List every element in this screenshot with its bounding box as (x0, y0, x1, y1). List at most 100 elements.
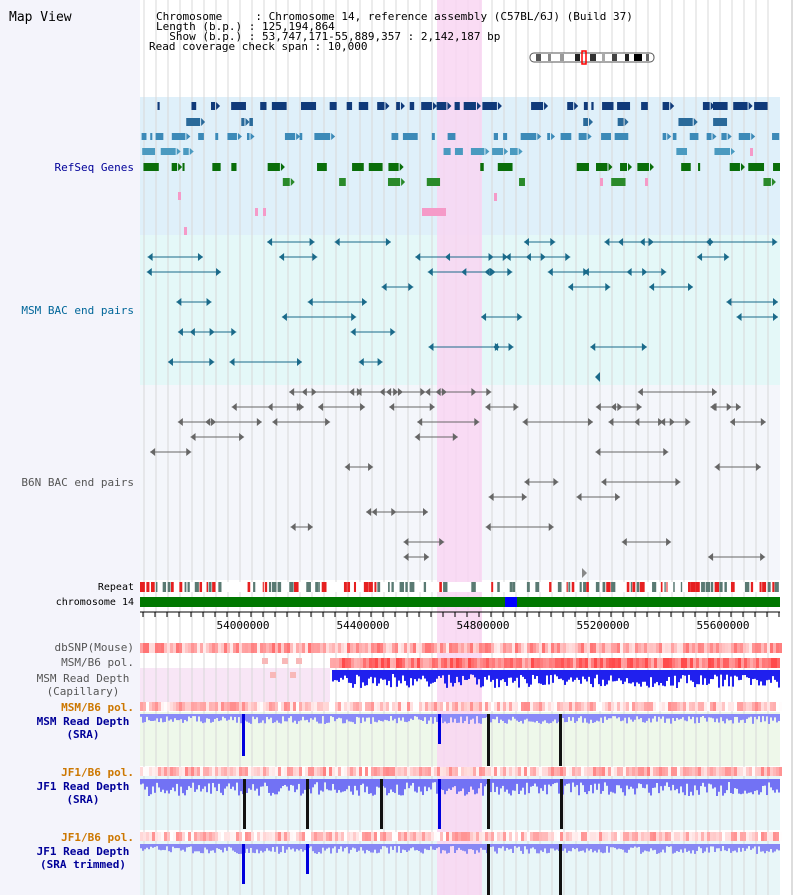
depth-bar (740, 670, 742, 680)
heat-cell (317, 832, 320, 841)
heat-cell (467, 767, 470, 776)
track-label-msm-pol-1[interactable]: MSM/B6 pol. (61, 656, 134, 669)
depth-bar (432, 714, 434, 724)
heat-cell (623, 832, 626, 841)
depth-bar (446, 844, 448, 854)
depth-bar (218, 779, 220, 784)
heat-cell (761, 832, 764, 841)
depth-bar (450, 670, 452, 683)
track-label-msm-pol-2[interactable]: MSM/B6 pol. (61, 701, 134, 714)
depth-bar (652, 844, 654, 851)
repeat-block (184, 582, 187, 592)
depth-bar (162, 779, 164, 790)
heat-cell (419, 643, 422, 653)
repeat-block (714, 582, 720, 592)
depth-bar (342, 670, 344, 680)
depth-bar (470, 670, 472, 675)
heat-cell (507, 658, 510, 668)
heat-cell (479, 832, 482, 841)
depth-bar (582, 714, 584, 723)
repeat-block (194, 582, 199, 592)
depth-bar (578, 844, 580, 852)
track-label-jf1-depth-trimmed[interactable]: JF1 Read Depth (SRA trimmed) (30, 845, 136, 871)
depth-bar (438, 844, 440, 848)
heat-cell (731, 832, 734, 841)
depth-bar (564, 779, 566, 786)
heat-cell (629, 702, 632, 711)
depth-bar (770, 670, 772, 683)
heat-cell (224, 767, 227, 776)
heat-cell (332, 702, 335, 711)
track-label-dbsnp[interactable]: dbSNP(Mouse) (54, 641, 134, 654)
heat-cell (197, 767, 200, 776)
heat-cell (233, 702, 236, 711)
track-label-b6n-bac[interactable]: B6N BAC end pairs (21, 476, 134, 489)
heat-cell (578, 643, 581, 653)
depth-bar (156, 779, 158, 783)
heat-cell (281, 702, 284, 711)
bac-end-right (617, 403, 623, 411)
depth-bar (180, 844, 182, 851)
depth-bar (776, 779, 778, 790)
heat-cell (209, 643, 212, 653)
heat-cell (534, 658, 537, 668)
depth-bar (484, 844, 486, 850)
depth-bar (558, 779, 560, 794)
heat-cell (674, 702, 677, 711)
heat-cell (362, 767, 365, 776)
track-label-jf1-pol-2[interactable]: JF1/B6 pol. (61, 831, 134, 844)
heat-cell (626, 702, 629, 711)
depth-bar (700, 714, 702, 718)
track-label-refseq[interactable]: RefSeq Genes (54, 161, 134, 174)
depth-bar (692, 779, 694, 796)
track-label-msm-bac[interactable]: MSM BAC end pairs (21, 304, 134, 317)
depth-bar (192, 714, 194, 717)
depth-bar (496, 779, 498, 787)
depth-bar (742, 714, 744, 720)
bac-end-left (608, 418, 614, 426)
heat-cell (302, 832, 305, 841)
heat-cell (395, 767, 398, 776)
repeat-block (388, 582, 390, 592)
depth-bar (718, 714, 720, 723)
bac-end-right (521, 493, 527, 501)
heat-cell (632, 832, 635, 841)
heat-cell (452, 643, 455, 653)
repeat-block (611, 582, 616, 592)
repeat-block (146, 582, 150, 592)
depth-bar (354, 670, 356, 685)
heat-cell (575, 702, 578, 711)
depth-bar (468, 714, 470, 724)
gene-block (186, 118, 201, 126)
depth-bar (726, 714, 728, 719)
gene-block (422, 208, 446, 216)
heat-cell (563, 767, 566, 776)
depth-bar (638, 779, 640, 784)
depth-bar (762, 779, 764, 786)
heat-cell (678, 658, 681, 668)
heat-cell (488, 643, 491, 653)
gene-block (637, 163, 649, 171)
heat-cell (494, 832, 497, 841)
gene-block (702, 102, 710, 110)
depth-bar (246, 844, 248, 849)
heat-cell (602, 832, 605, 841)
track-label-jf1-depth-sra[interactable]: JF1 Read Depth (SRA) (30, 780, 136, 806)
depth-bar (220, 844, 222, 850)
heat-cell (602, 643, 605, 653)
heat-cell (566, 767, 569, 776)
track-label-msm-depth-sra[interactable]: MSM Read Depth (SRA) (30, 715, 136, 741)
depth-bar (288, 779, 290, 791)
depth-bar (726, 844, 728, 852)
track-label-jf1-pol-1[interactable]: JF1/B6 pol. (61, 766, 134, 779)
heat-cell (641, 702, 644, 711)
heat-cell (473, 767, 476, 776)
repeat-block (750, 582, 754, 592)
depth-bar (488, 670, 490, 676)
depth-bar (724, 779, 726, 794)
heat-cell (377, 832, 380, 841)
track-label-msm-depth-capillary[interactable]: MSM Read Depth (Capillary) (30, 672, 136, 698)
heat-cell (449, 702, 452, 711)
heat-cell (509, 832, 512, 841)
